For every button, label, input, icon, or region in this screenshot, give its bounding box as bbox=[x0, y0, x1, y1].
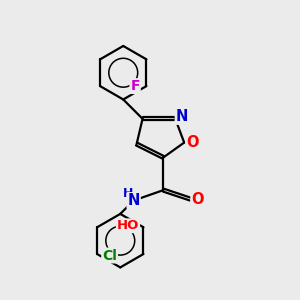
Text: HO: HO bbox=[117, 219, 139, 232]
Text: H: H bbox=[123, 187, 134, 200]
Text: O: O bbox=[186, 135, 199, 150]
Text: N: N bbox=[176, 109, 188, 124]
Text: O: O bbox=[191, 191, 204, 206]
Text: Cl: Cl bbox=[102, 248, 117, 262]
Text: F: F bbox=[130, 79, 140, 93]
Text: N: N bbox=[128, 193, 140, 208]
